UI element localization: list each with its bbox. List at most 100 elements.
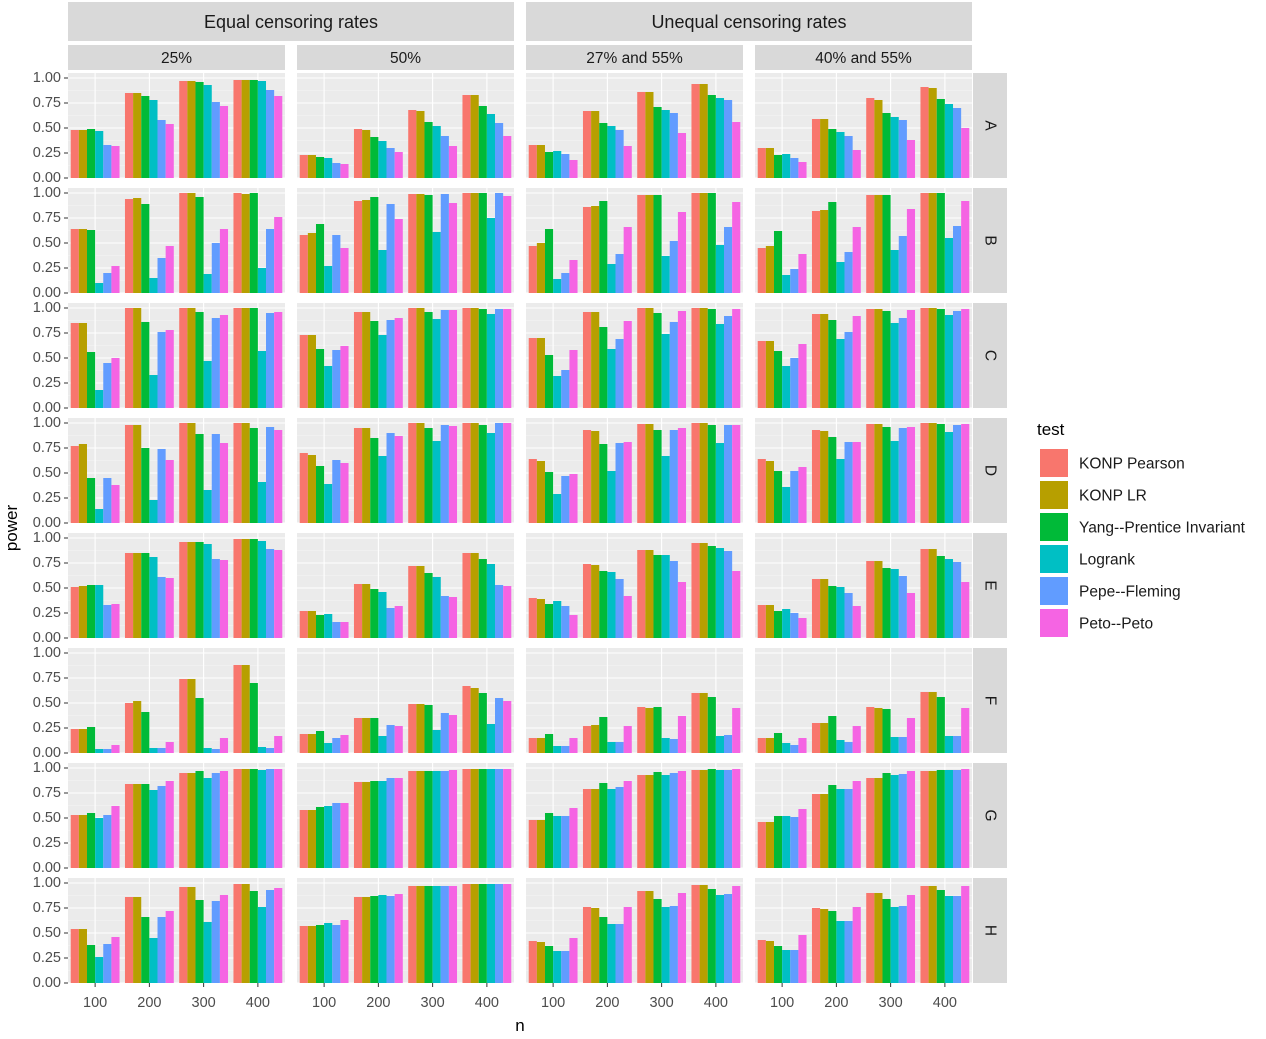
bar (233, 423, 242, 523)
bar (432, 730, 441, 753)
bar (798, 738, 807, 753)
bar (798, 254, 807, 293)
row-label: A (982, 120, 999, 131)
bar (890, 117, 899, 178)
bar (241, 308, 250, 408)
bar (486, 884, 496, 983)
bar (424, 573, 433, 638)
x-tick-label: 200 (366, 995, 390, 1011)
bar (324, 366, 333, 408)
y-tick-label: 1.00 (33, 300, 61, 316)
bar (370, 321, 379, 408)
bar (432, 577, 441, 638)
panel (755, 533, 972, 639)
bar (828, 129, 837, 178)
bar (249, 683, 258, 753)
bar (844, 593, 853, 638)
row-label: G (982, 809, 999, 821)
bar (732, 309, 741, 408)
bar (203, 544, 212, 638)
bar (669, 430, 678, 523)
bar (78, 586, 87, 638)
bar (661, 256, 670, 293)
bar (906, 895, 916, 983)
bar (353, 782, 363, 868)
y-tick-label: 0.50 (33, 465, 61, 481)
y-tick-label: 0.50 (33, 120, 61, 136)
row-strip (973, 878, 1007, 983)
bar (187, 679, 196, 753)
bar (332, 738, 341, 753)
bar (528, 246, 537, 293)
bar (462, 884, 471, 983)
bar (78, 130, 87, 178)
bar (332, 622, 341, 638)
bar (757, 940, 766, 983)
bar (299, 453, 308, 523)
bar (645, 308, 654, 408)
bar (187, 308, 196, 408)
bar (486, 564, 496, 638)
bar (707, 697, 716, 753)
bar (187, 193, 196, 293)
column-label: 25% (161, 50, 192, 67)
bar (528, 738, 537, 753)
row-label: F (982, 696, 999, 705)
bar (553, 151, 562, 178)
panel (68, 188, 285, 294)
bar (211, 901, 220, 983)
bar (944, 104, 954, 178)
bar (78, 815, 87, 868)
bar (645, 708, 654, 753)
bar (898, 120, 907, 178)
bar (645, 424, 654, 523)
bar (677, 582, 687, 638)
bar (866, 195, 875, 293)
bar (448, 310, 458, 408)
bar (353, 428, 363, 523)
bar (828, 437, 837, 523)
y-tick-label: 0.25 (33, 145, 61, 161)
bar (582, 789, 592, 868)
bar (811, 211, 821, 293)
bar (936, 193, 945, 293)
bar (332, 350, 341, 408)
bar (495, 123, 504, 178)
bar (315, 349, 325, 408)
bar (591, 111, 600, 178)
bar (370, 197, 379, 293)
bar (699, 423, 708, 523)
bar (691, 84, 700, 178)
y-tick-label: 0.00 (33, 515, 61, 531)
panels (68, 73, 972, 984)
bar (928, 193, 937, 293)
bar (179, 81, 188, 178)
bar (353, 897, 363, 983)
bar (920, 87, 929, 178)
bar (353, 201, 363, 293)
bar (362, 312, 371, 408)
bar (478, 693, 487, 753)
legend-label: Peto--Peto (1079, 616, 1153, 633)
bar (195, 312, 204, 408)
bar (599, 917, 608, 983)
bar (95, 749, 104, 753)
column-label: 27% and 55% (586, 50, 683, 67)
bar (95, 131, 104, 178)
bar (944, 559, 954, 638)
bar (157, 748, 166, 753)
bar (898, 318, 907, 408)
bar (111, 358, 120, 408)
bar (707, 769, 716, 868)
panel (68, 533, 285, 639)
bar (424, 122, 433, 178)
bar (70, 929, 79, 983)
row-label: E (982, 580, 999, 590)
bar (544, 946, 554, 983)
bar (165, 781, 174, 868)
bar (691, 693, 700, 753)
bar (765, 941, 774, 983)
bar (266, 890, 275, 983)
bar (528, 145, 537, 178)
bar (486, 724, 496, 753)
